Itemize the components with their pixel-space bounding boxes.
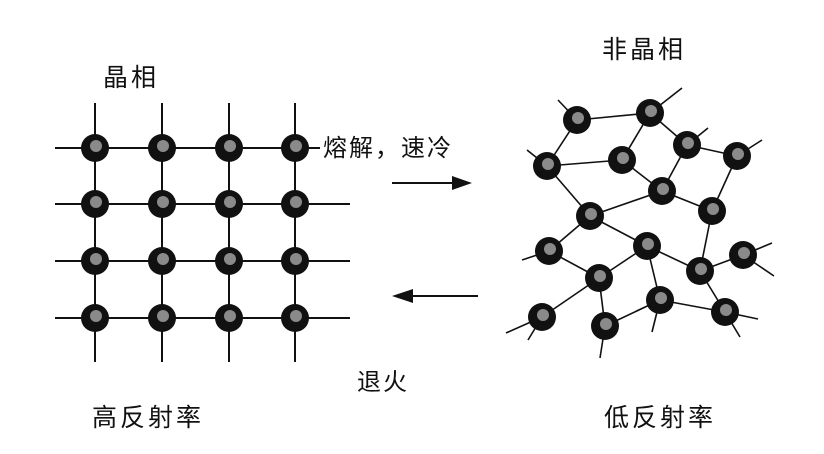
crystal-atom	[215, 134, 243, 162]
crystal-atom	[81, 247, 109, 275]
reverse-arrow	[392, 289, 478, 303]
amorphous-atom	[673, 131, 701, 159]
forward-process-label: 熔解，速冷	[323, 134, 453, 162]
amorphous-atom	[591, 312, 619, 340]
amorphous-network	[505, 87, 775, 359]
crystal-atom	[81, 190, 109, 218]
amorphous-atom	[686, 257, 714, 285]
crystalline-caption: 高反射率	[92, 403, 205, 432]
amorphous-atom	[563, 106, 591, 134]
crystal-atom	[81, 304, 109, 332]
crystal-atom	[148, 190, 176, 218]
amorphous-atom	[633, 232, 661, 260]
amorphous-atom	[729, 241, 757, 269]
amorphous-atom	[533, 152, 561, 180]
crystal-atom	[215, 304, 243, 332]
crystal-atom	[281, 134, 309, 162]
amorphous-atom	[636, 99, 664, 127]
crystal-atoms	[81, 134, 309, 332]
amorphous-title: 非晶相	[602, 35, 687, 64]
crystal-atom	[81, 134, 109, 162]
crystal-atom	[215, 247, 243, 275]
amorphous-caption: 低反射率	[604, 403, 717, 432]
forward-arrow	[392, 176, 472, 190]
amorphous-atom	[646, 286, 674, 314]
crystalline-title: 晶相	[103, 63, 160, 92]
amorphous-atom	[528, 303, 556, 331]
amorphous-atom	[711, 298, 739, 326]
amorphous-atom	[698, 197, 726, 225]
amorphous-atom	[585, 264, 613, 292]
crystal-atom	[281, 304, 309, 332]
amorphous-atom	[723, 142, 751, 170]
crystal-atom	[215, 190, 243, 218]
amorphous-atom	[648, 177, 676, 205]
amorphous-atom	[608, 146, 636, 174]
crystal-atom	[281, 247, 309, 275]
crystal-atom	[148, 304, 176, 332]
crystal-atom	[148, 247, 176, 275]
crystal-atom	[148, 134, 176, 162]
crystal-lattice	[55, 103, 350, 362]
amorphous-atoms	[528, 99, 757, 340]
amorphous-atom	[535, 237, 563, 265]
amorphous-atom	[576, 202, 604, 230]
crystal-atom	[281, 190, 309, 218]
reverse-process-label: 退火	[357, 368, 409, 396]
